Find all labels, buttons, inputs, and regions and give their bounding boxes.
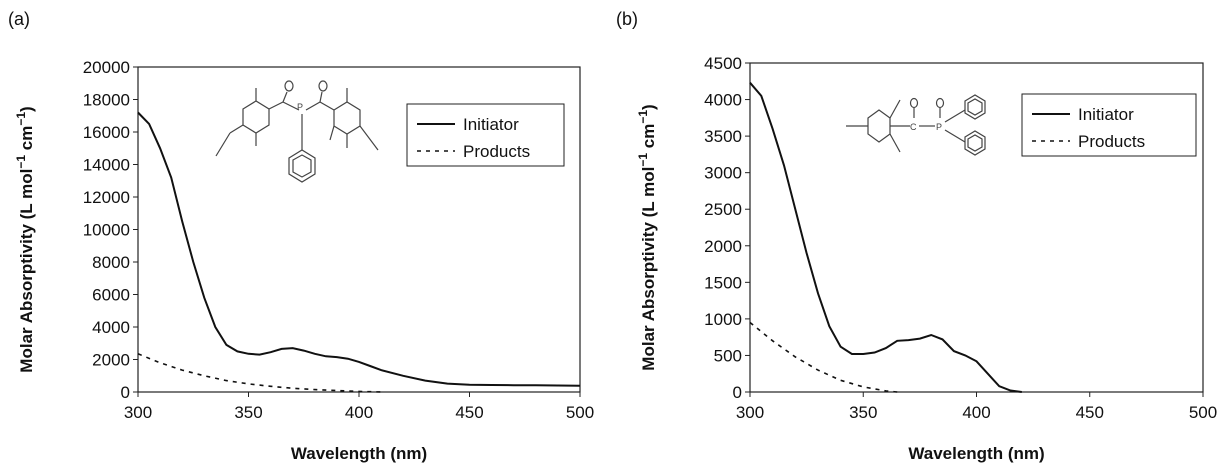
x-tick-label: 350 bbox=[849, 403, 877, 422]
series-line-products bbox=[749, 321, 898, 393]
legend-label: Products bbox=[463, 142, 530, 161]
x-tick-label: 350 bbox=[234, 403, 262, 422]
y-axis-label: Molar Absorptivity (L mol−1 cm−1) bbox=[636, 104, 658, 370]
y-tick-label: 12000 bbox=[83, 188, 130, 207]
series-line-initiator bbox=[137, 111, 581, 387]
chart-b: (b) 0 500 1000 1500 2000 2500 3000 3500 4000 4500 3… bbox=[616, 9, 1217, 463]
y-tick-label: 18000 bbox=[83, 91, 130, 110]
legend-label: Initiator bbox=[1078, 105, 1134, 124]
y-tick-label: 16000 bbox=[83, 123, 130, 142]
y-tick-label: 2500 bbox=[704, 200, 742, 219]
y-tick-label: 1000 bbox=[704, 310, 742, 329]
panel-label: (a) bbox=[8, 9, 30, 29]
x-tick-label: 300 bbox=[736, 403, 764, 422]
y-tick-label: 8000 bbox=[92, 253, 130, 272]
y-tick-label: 20000 bbox=[83, 58, 130, 77]
x-tick-label: 500 bbox=[566, 403, 594, 422]
x-tick-label: 450 bbox=[1076, 403, 1104, 422]
y-tick-label: 14000 bbox=[83, 156, 130, 175]
y-tick-label: 0 bbox=[121, 383, 130, 402]
chart-a: (a) 0 2000 4000 6000 8000 10000 12000 14000 16000… bbox=[8, 9, 594, 463]
series-line-initiator bbox=[749, 82, 1022, 393]
y-tick-label: 4000 bbox=[704, 91, 742, 110]
x-tick-label: 450 bbox=[455, 403, 483, 422]
legend-box bbox=[1021, 93, 1197, 157]
x-tick-label: 300 bbox=[124, 403, 152, 422]
svg-text:C: C bbox=[910, 122, 917, 132]
panel-label: (b) bbox=[616, 9, 638, 29]
svg-text:P: P bbox=[297, 102, 303, 112]
legend-label: Initiator bbox=[463, 115, 519, 134]
y-tick-label: 1500 bbox=[704, 273, 742, 292]
y-tick-label: 2000 bbox=[704, 237, 742, 256]
y-tick-label: 3500 bbox=[704, 127, 742, 146]
y-tick-label: 0 bbox=[733, 383, 742, 402]
molecule-structure-b: C P bbox=[846, 94, 986, 156]
y-tick-label: 4000 bbox=[92, 318, 130, 337]
legend-box bbox=[406, 103, 565, 167]
x-axis-label: Wavelength (nm) bbox=[291, 444, 427, 463]
x-tick-label: 400 bbox=[962, 403, 990, 422]
y-tick-label: 10000 bbox=[83, 221, 130, 240]
svg-text:P: P bbox=[936, 122, 942, 132]
x-axis-label: Wavelength (nm) bbox=[908, 444, 1044, 463]
x-tick-label: 400 bbox=[345, 403, 373, 422]
y-axis-label: Molar Absorptivity (L mol−1 cm−1) bbox=[14, 106, 36, 372]
molecule-structure-a: P bbox=[215, 80, 379, 183]
y-tick-label: 4500 bbox=[704, 54, 742, 73]
legend-label: Products bbox=[1078, 132, 1145, 151]
y-tick-label: 2000 bbox=[92, 351, 130, 370]
y-tick-label: 500 bbox=[714, 346, 742, 365]
y-tick-label: 3000 bbox=[704, 164, 742, 183]
x-tick-label: 500 bbox=[1189, 403, 1217, 422]
y-tick-label: 6000 bbox=[92, 286, 130, 305]
series-line-products bbox=[137, 353, 382, 393]
